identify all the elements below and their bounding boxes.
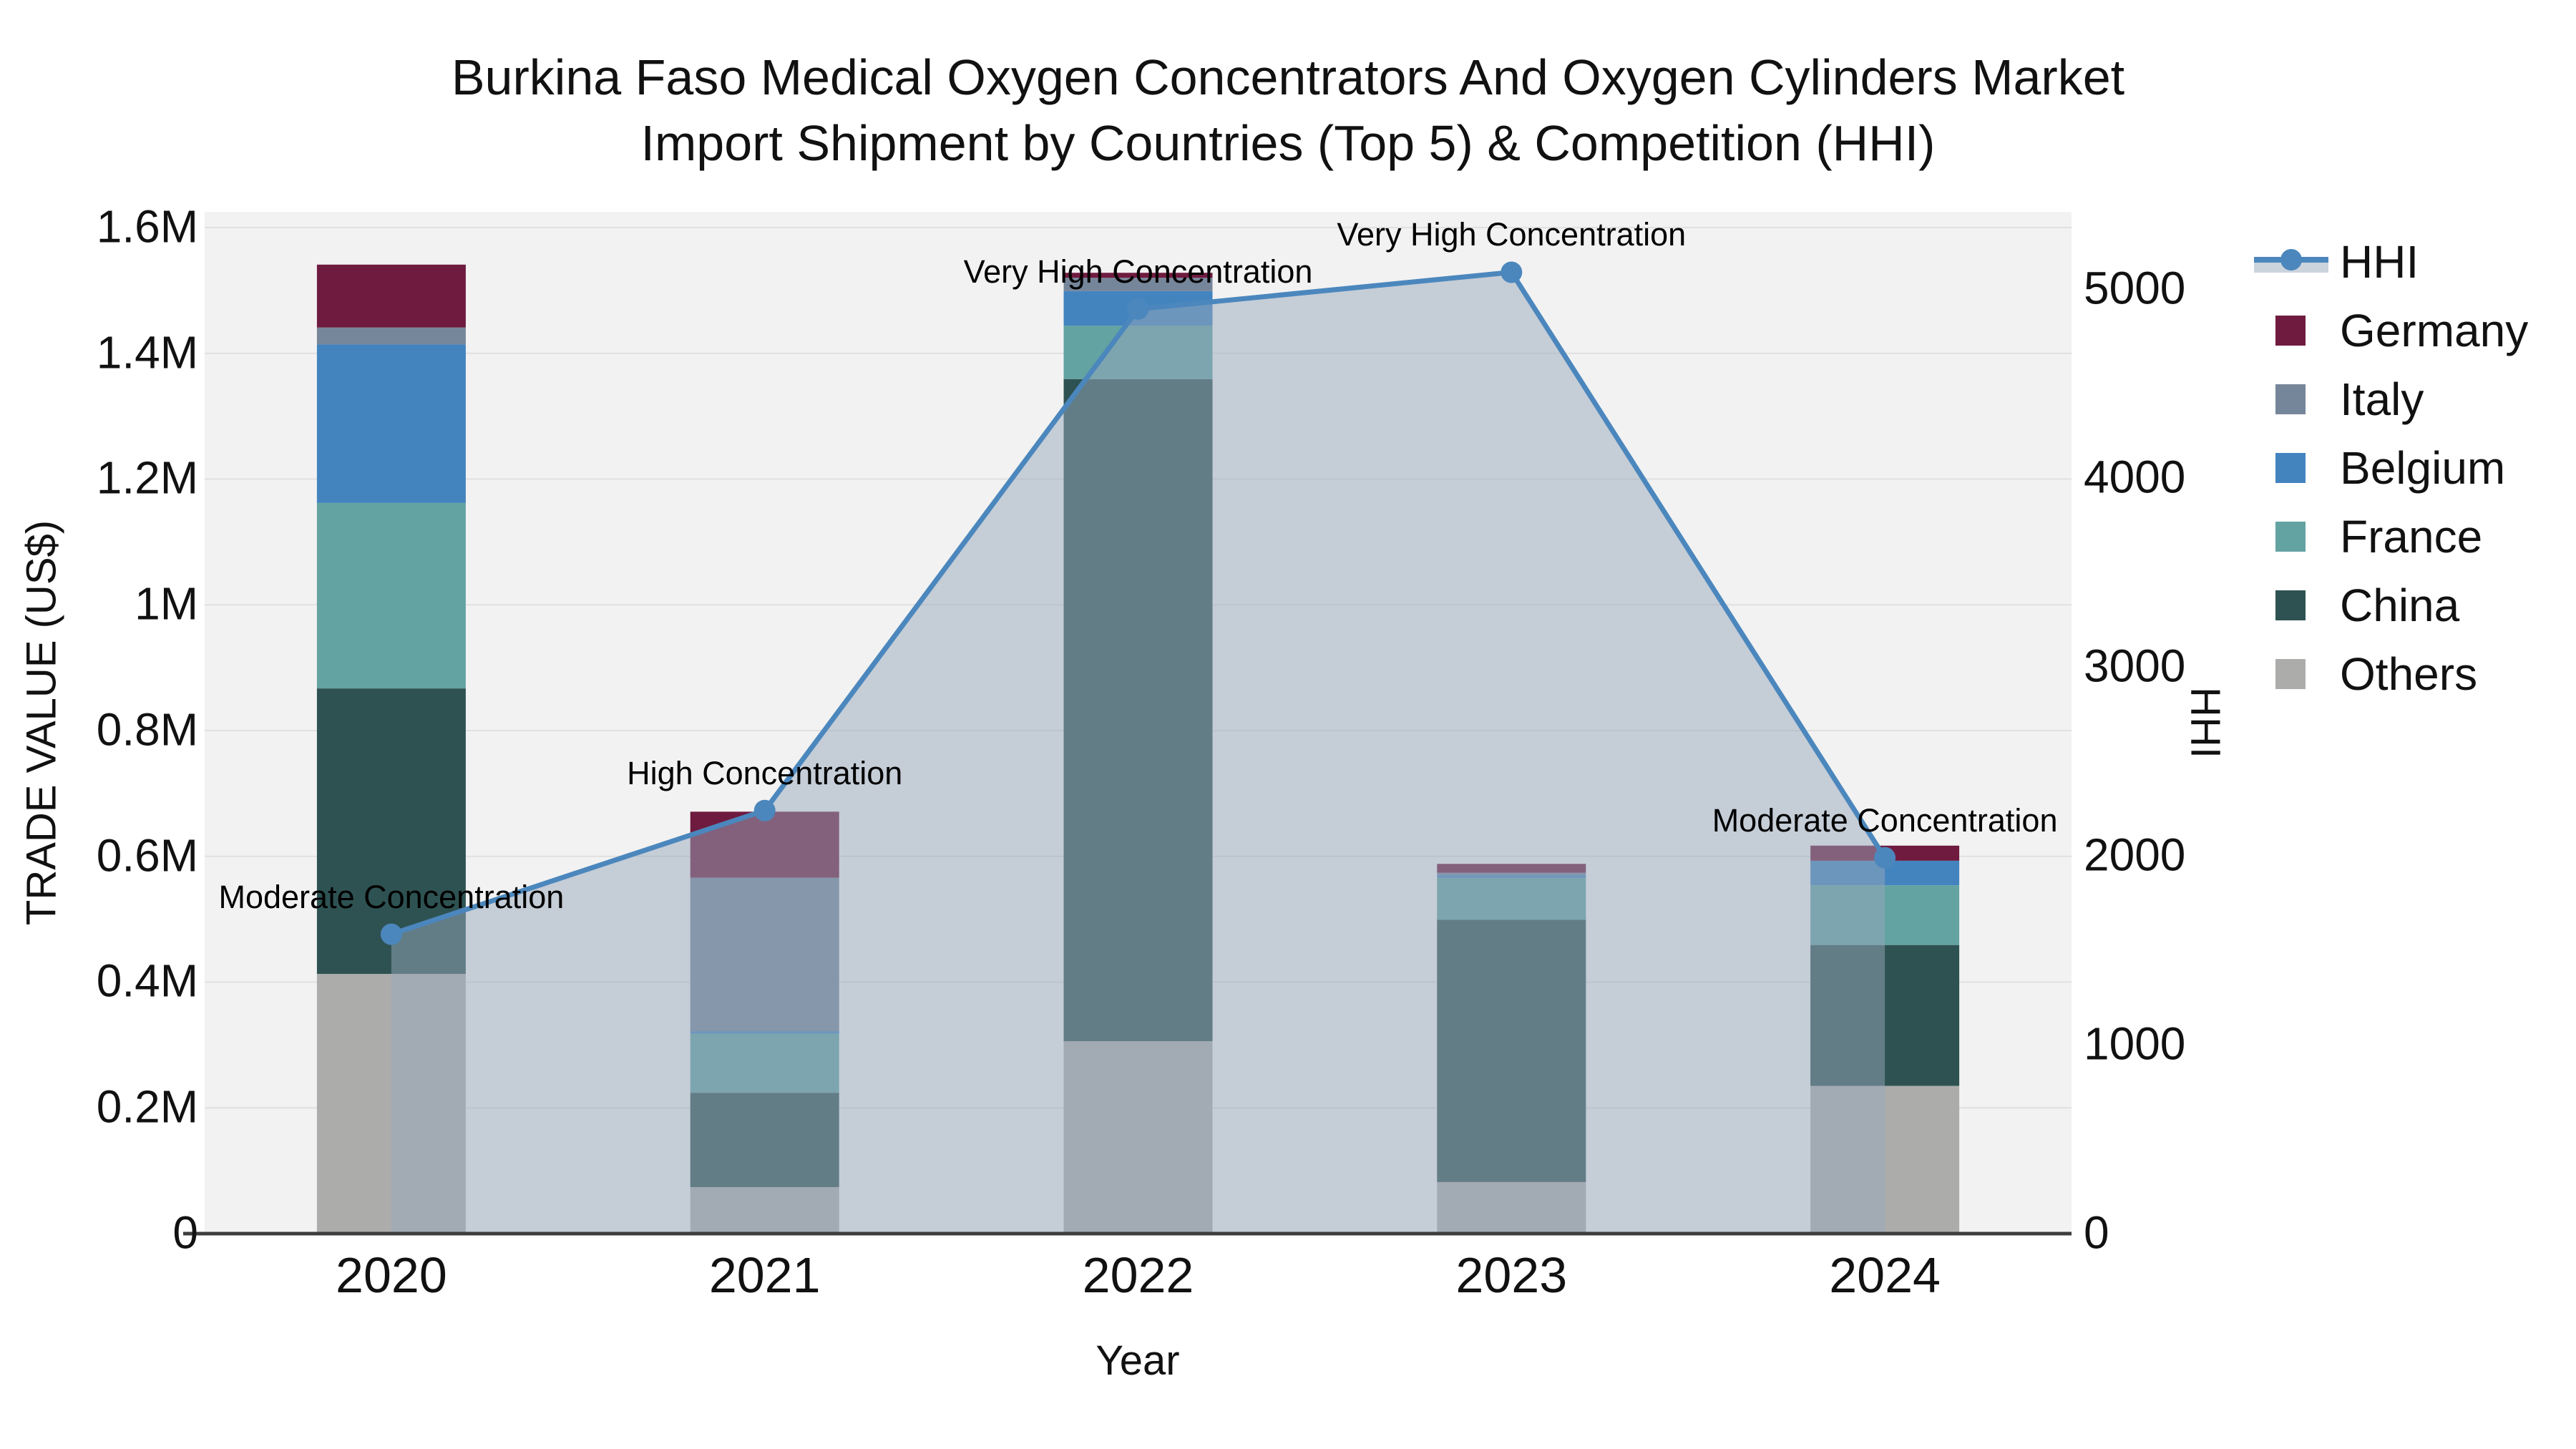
y-left-tick-0.6M: 0.6M bbox=[96, 829, 198, 882]
left-axis-title: TRADE VALUE (US$) bbox=[18, 519, 65, 926]
hhi-point-2021[interactable] bbox=[753, 799, 776, 821]
x-tick-2023: 2023 bbox=[1455, 1247, 1568, 1303]
annotation-2020: Moderate Concentration bbox=[218, 878, 565, 915]
x-tick-2024: 2024 bbox=[1829, 1247, 1941, 1303]
y-left-tick-1.4M: 1.4M bbox=[96, 326, 198, 379]
y-left-tick-1.2M: 1.2M bbox=[96, 452, 198, 504]
legend-swatch-others bbox=[2275, 659, 2306, 689]
bar-segment-2020-belgium[interactable] bbox=[316, 344, 466, 503]
legend-label-germany: Germany bbox=[2340, 305, 2529, 356]
hhi-point-2022[interactable] bbox=[1127, 298, 1149, 320]
hhi-line-icon bbox=[2254, 247, 2328, 277]
y-left-tick-0.4M: 0.4M bbox=[96, 955, 198, 1008]
legend-item-france[interactable]: France bbox=[2254, 502, 2569, 571]
hhi-point-2024[interactable] bbox=[1874, 847, 1896, 869]
y-right-tick-0: 0 bbox=[2084, 1206, 2109, 1259]
bar-segment-2020-italy[interactable] bbox=[316, 327, 466, 345]
legend-swatch-china bbox=[2275, 590, 2306, 620]
bar-segment-2022-italy[interactable] bbox=[1063, 278, 1213, 291]
legend-item-italy[interactable]: Italy bbox=[2254, 365, 2569, 434]
hhi-area-fill bbox=[391, 272, 1885, 1234]
annotation-2024: Moderate Concentration bbox=[1712, 801, 2058, 839]
y-left-tick-1M: 1M bbox=[135, 577, 198, 630]
legend-item-hhi[interactable]: HHI bbox=[2254, 228, 2569, 296]
x-axis-title: Year bbox=[1096, 1337, 1180, 1384]
chart-title-line1: Burkina Faso Medical Oxygen Concentrator… bbox=[451, 49, 2125, 105]
y-right-tick-4000: 4000 bbox=[2084, 451, 2186, 503]
legend-item-china[interactable]: China bbox=[2254, 571, 2569, 640]
y-left-tick-0.2M: 0.2M bbox=[96, 1080, 198, 1133]
hhi-point-2023[interactable] bbox=[1501, 261, 1523, 283]
legend-label-hhi: HHI bbox=[2340, 236, 2419, 288]
x-tick-2020: 2020 bbox=[336, 1247, 447, 1303]
y-right-tick-1000: 1000 bbox=[2084, 1018, 2186, 1070]
legend-swatch-germany bbox=[2275, 316, 2306, 346]
legend: HHI Germany Italy Belgium France China Others bbox=[2254, 228, 2569, 708]
legend-label-italy: Italy bbox=[2340, 374, 2424, 425]
legend-label-belgium: Belgium bbox=[2340, 442, 2506, 494]
x-tick-2022: 2022 bbox=[1082, 1247, 1194, 1303]
right-axis-title: HHI bbox=[2182, 687, 2229, 758]
bar-segment-2022-germany[interactable] bbox=[1063, 273, 1213, 278]
annotation-2023: Very High Concentration bbox=[1337, 216, 1687, 253]
legend-swatch-italy bbox=[2275, 384, 2306, 414]
y-right-tick-5000: 5000 bbox=[2084, 262, 2186, 314]
y-left-tick-0: 0 bbox=[172, 1206, 198, 1259]
legend-label-china: China bbox=[2340, 580, 2460, 631]
legend-label-others: Others bbox=[2340, 648, 2478, 700]
legend-swatch-france bbox=[2275, 522, 2306, 552]
y-right-tick-3000: 3000 bbox=[2084, 640, 2186, 692]
y-right-tick-2000: 2000 bbox=[2084, 829, 2186, 881]
legend-item-others[interactable]: Others bbox=[2254, 640, 2569, 708]
bar-segment-2020-france[interactable] bbox=[316, 502, 466, 689]
chart-title-line2: Import Shipment by Countries (Top 5) & C… bbox=[640, 115, 1936, 171]
y-left-tick-1.6M: 1.6M bbox=[96, 200, 198, 253]
hhi-point-2020[interactable] bbox=[380, 923, 402, 945]
legend-item-germany[interactable]: Germany bbox=[2254, 296, 2569, 365]
annotation-2021: High Concentration bbox=[627, 754, 903, 791]
bar-segment-2020-germany[interactable] bbox=[316, 264, 466, 328]
x-tick-2021: 2021 bbox=[708, 1247, 821, 1303]
chart-title: Burkina Faso Medical Oxygen Concentrator… bbox=[0, 44, 2576, 176]
legend-label-france: France bbox=[2340, 511, 2483, 562]
legend-item-belgium[interactable]: Belgium bbox=[2254, 434, 2569, 502]
legend-swatch-belgium bbox=[2275, 453, 2306, 483]
annotation-2022: Very High Concentration bbox=[963, 253, 1313, 290]
y-left-tick-0.8M: 0.8M bbox=[96, 703, 198, 756]
